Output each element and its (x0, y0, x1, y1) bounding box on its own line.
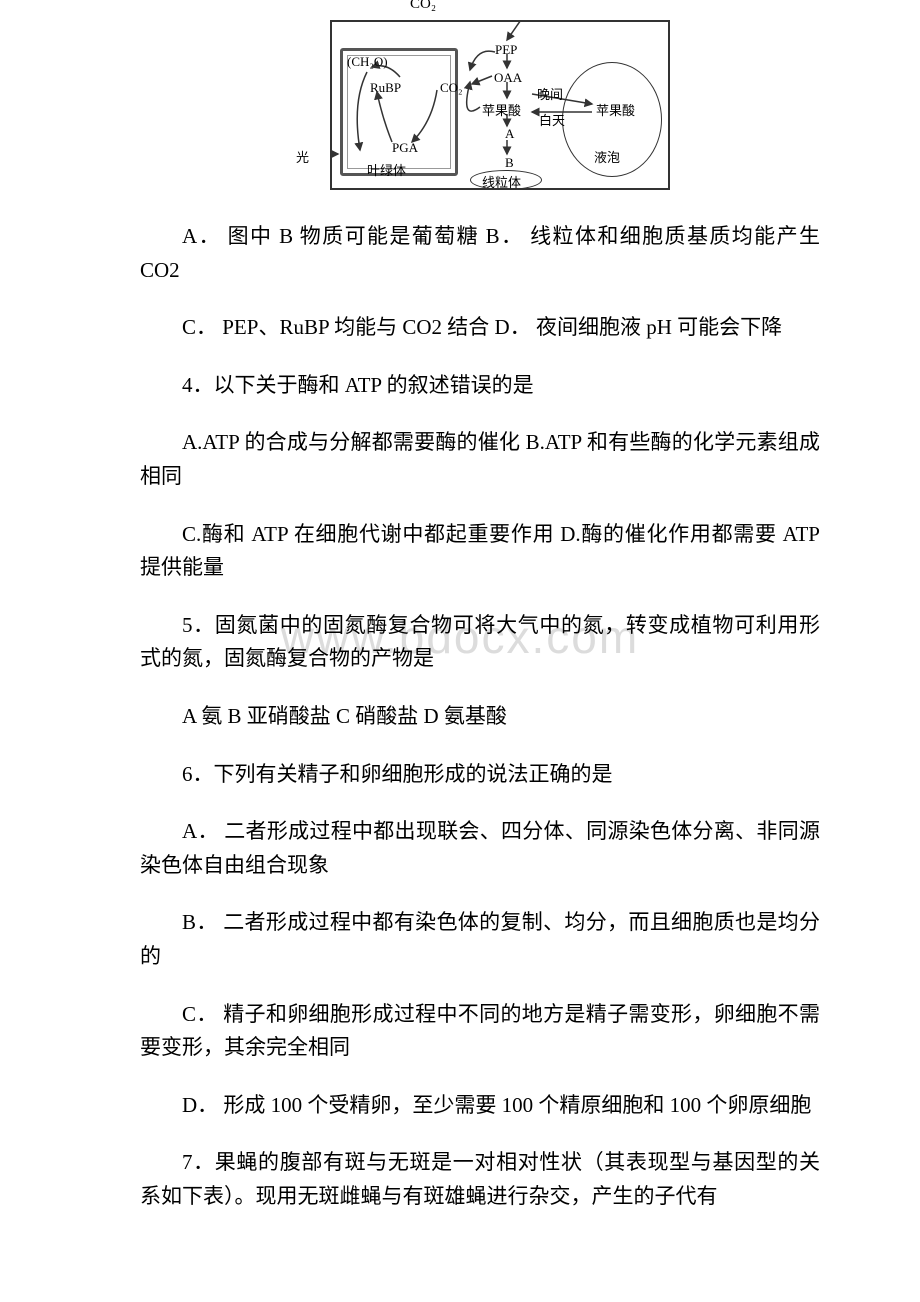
para-q6-option-c: C． 精子和卵细胞形成过程中不同的地方是精子需变形，卵细胞不需要变形，其余完全相… (140, 998, 820, 1065)
b-label: B (505, 155, 514, 171)
ch2o-label: (CH₂O) (347, 54, 388, 70)
mitochondria-label: 线粒体 (482, 172, 521, 191)
para-q4-options-ab: A.ATP 的合成与分解都需要酶的催化 B.ATP 和有些酶的化学元素组成相同 (140, 426, 820, 493)
malic-acid-1-label: 苹果酸 (482, 100, 521, 119)
day-label: 白天 (539, 110, 565, 129)
light-label: 光 (296, 147, 309, 166)
para-q5-options: A 氨 B 亚硝酸盐 C 硝酸盐 D 氨基酸 (140, 700, 820, 734)
para-q4-stem: 4．以下关于酶和 ATP 的叙述错误的是 (140, 369, 820, 403)
rubp-label: RuBP (370, 80, 401, 96)
diagram-container: CO₂ (CH₂ (220, 20, 700, 190)
pga-label: PGA (392, 140, 418, 156)
co2-inner-label: CO₂ (440, 80, 463, 96)
malic-acid-2-label: 苹果酸 (596, 100, 635, 119)
para-q6-option-b: B． 二者形成过程中都有染色体的复制、均分，而且细胞质也是均分的 (140, 906, 820, 973)
vacuole-label: 液泡 (594, 147, 620, 166)
chloroplast-label: 叶绿体 (367, 160, 406, 179)
para-q7-stem: 7．果蝇的腹部有斑与无斑是一对相对性状（其表现型与基因型的关系如下表）。现用无斑… (140, 1146, 820, 1213)
para-q3-options-cd: C． PEP、RuBP 均能与 CO2 结合 D． 夜间细胞液 pH 可能会下降 (140, 311, 820, 345)
cell-diagram: (CH₂O) RuBP CO₂ PGA 叶绿体 光 PEP OAA 苹果酸 晚间… (330, 20, 670, 190)
pep-label: PEP (495, 42, 517, 58)
para-q3-options-ab: A． 图中 B 物质可能是葡萄糖 B． 线粒体和细胞质基质均能产生 CO2 (140, 220, 820, 287)
text-content: A． 图中 B 物质可能是葡萄糖 B． 线粒体和细胞质基质均能产生 CO2 C．… (0, 220, 920, 1213)
para-q4-options-cd: C.酶和 ATP 在细胞代谢中都起重要作用 D.酶的催化作用都需要 ATP 提供… (140, 518, 820, 585)
para-q6-option-d: D． 形成 100 个受精卵，至少需要 100 个精原细胞和 100 个卵原细胞 (140, 1089, 820, 1123)
para-q6-stem: 6．下列有关精子和卵细胞形成的说法正确的是 (140, 758, 820, 792)
co2-top-label: CO₂ (410, 0, 436, 13)
para-q6-option-a: A． 二者形成过程中都出现联会、四分体、同源染色体分离、非同源染色体自由组合现象 (140, 815, 820, 882)
oaa-label: OAA (494, 70, 522, 86)
a-label: A (505, 126, 514, 142)
para-q5-stem: 5．固氮菌中的固氮酶复合物可将大气中的氮，转变成植物可利用形式的氮，固氮酶复合物… (140, 609, 820, 676)
night-label: 晚间 (537, 84, 563, 103)
